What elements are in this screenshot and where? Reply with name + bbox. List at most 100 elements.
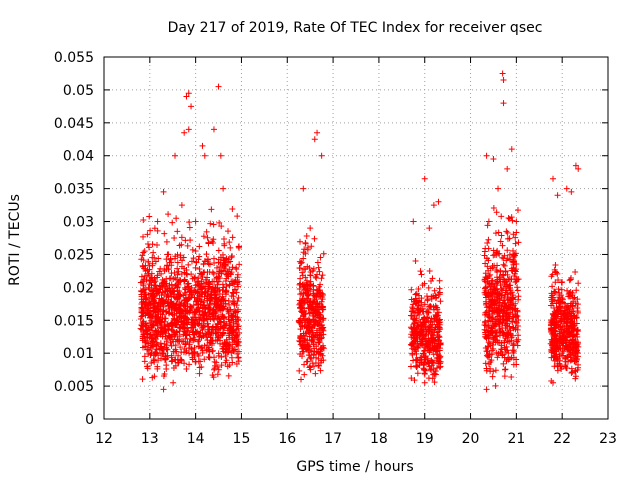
data-point bbox=[431, 379, 438, 386]
data-point bbox=[193, 258, 200, 265]
data-point bbox=[226, 239, 233, 246]
data-point bbox=[137, 316, 144, 323]
data-point bbox=[189, 291, 196, 298]
data-point bbox=[211, 354, 218, 361]
data-point bbox=[166, 306, 173, 313]
data-point bbox=[151, 318, 158, 325]
data-point bbox=[210, 310, 217, 317]
data-point bbox=[219, 281, 226, 288]
data-point bbox=[148, 360, 155, 367]
data-point bbox=[144, 365, 151, 372]
data-point bbox=[196, 333, 203, 340]
data-point bbox=[229, 234, 236, 241]
data-point bbox=[421, 353, 428, 360]
data-point bbox=[141, 358, 148, 365]
data-point bbox=[428, 277, 435, 284]
data-point bbox=[141, 337, 148, 344]
data-point bbox=[158, 282, 165, 289]
data-point bbox=[192, 282, 199, 289]
data-point bbox=[231, 286, 238, 293]
data-point bbox=[432, 313, 439, 320]
data-point bbox=[156, 283, 163, 290]
data-point bbox=[189, 356, 196, 363]
data-point bbox=[154, 241, 161, 248]
data-point bbox=[204, 316, 211, 323]
data-point bbox=[154, 227, 161, 234]
data-point bbox=[421, 301, 428, 308]
data-point bbox=[174, 359, 181, 366]
data-point bbox=[168, 342, 175, 349]
data-point bbox=[416, 311, 423, 318]
data-point bbox=[301, 297, 308, 304]
data-point bbox=[194, 296, 201, 303]
data-point bbox=[203, 251, 210, 258]
data-point bbox=[148, 324, 155, 331]
data-point bbox=[174, 265, 181, 272]
data-point bbox=[217, 300, 224, 307]
data-point bbox=[226, 362, 233, 369]
data-point bbox=[320, 250, 327, 257]
data-point bbox=[422, 326, 429, 333]
data-point bbox=[218, 362, 225, 369]
data-point bbox=[224, 339, 231, 345]
data-point bbox=[307, 282, 314, 289]
data-point bbox=[300, 255, 307, 262]
data-point bbox=[302, 239, 309, 246]
data-point bbox=[435, 333, 442, 340]
data-point bbox=[208, 206, 215, 213]
data-point bbox=[301, 307, 308, 314]
data-point bbox=[433, 340, 440, 347]
data-point bbox=[411, 320, 418, 327]
data-point bbox=[211, 260, 218, 267]
data-point bbox=[170, 302, 177, 309]
data-point bbox=[158, 318, 165, 325]
data-point bbox=[429, 275, 436, 282]
data-point bbox=[219, 287, 226, 294]
data-point bbox=[174, 336, 181, 343]
data-point bbox=[421, 315, 428, 322]
data-point bbox=[186, 331, 193, 338]
data-point bbox=[206, 261, 213, 268]
data-point bbox=[228, 354, 235, 361]
data-point bbox=[227, 322, 234, 329]
data-point bbox=[147, 351, 154, 358]
data-point bbox=[203, 334, 210, 341]
data-point bbox=[180, 254, 187, 261]
data-point bbox=[424, 314, 431, 321]
data-point bbox=[235, 342, 242, 349]
data-point bbox=[296, 338, 303, 345]
data-point bbox=[421, 347, 428, 354]
data-point bbox=[155, 357, 162, 364]
data-point bbox=[209, 372, 216, 379]
data-point bbox=[189, 324, 196, 331]
data-point bbox=[212, 284, 219, 291]
data-point bbox=[170, 379, 177, 386]
data-point bbox=[154, 274, 161, 281]
data-point bbox=[225, 316, 232, 323]
data-point bbox=[298, 290, 305, 297]
data-point bbox=[426, 326, 433, 333]
data-point bbox=[316, 268, 323, 275]
data-point bbox=[307, 288, 314, 295]
data-point bbox=[306, 264, 313, 271]
data-point bbox=[147, 344, 154, 351]
data-point bbox=[145, 258, 152, 265]
data-point bbox=[420, 320, 427, 327]
data-point bbox=[415, 285, 422, 292]
data-point bbox=[219, 313, 226, 320]
data-point bbox=[178, 357, 185, 364]
data-point bbox=[209, 347, 216, 354]
data-point bbox=[222, 349, 229, 356]
data-point bbox=[207, 315, 214, 322]
data-point bbox=[141, 272, 148, 279]
data-point bbox=[168, 259, 175, 266]
data-point bbox=[316, 362, 323, 369]
data-point bbox=[192, 248, 199, 255]
data-point bbox=[429, 321, 436, 328]
data-point bbox=[138, 326, 145, 333]
data-point bbox=[413, 363, 420, 370]
data-point bbox=[169, 357, 176, 364]
data-point bbox=[210, 236, 217, 243]
